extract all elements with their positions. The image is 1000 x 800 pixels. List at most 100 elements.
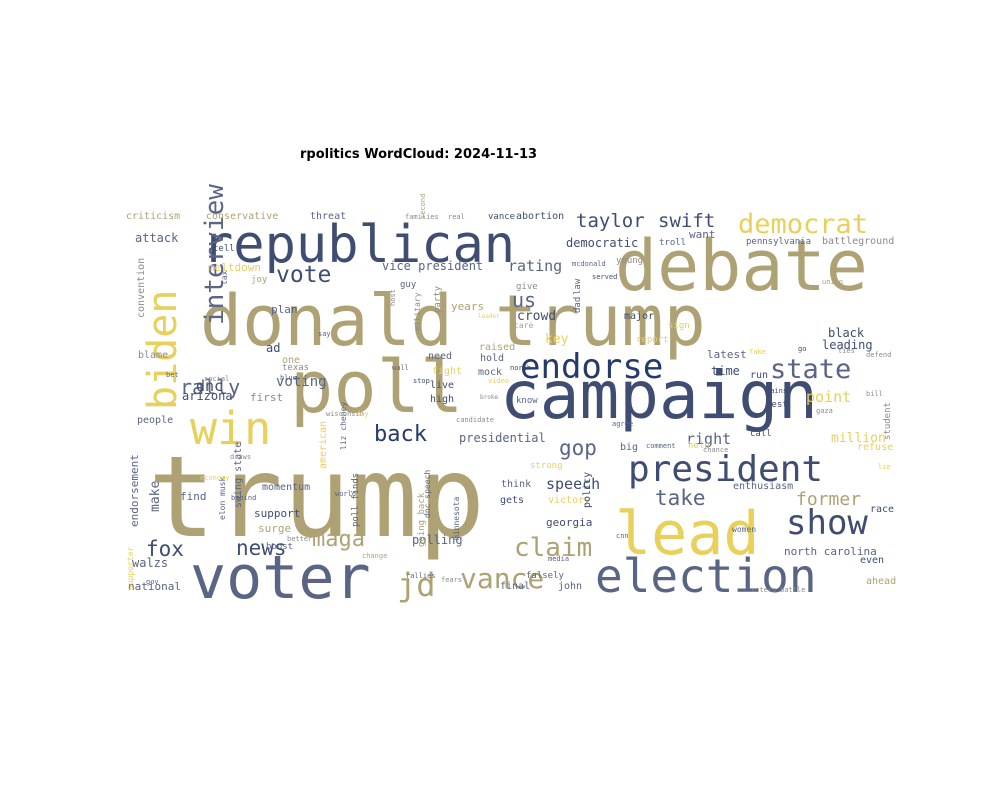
word-second: second — [419, 194, 427, 219]
word-world: world — [335, 490, 356, 498]
word-strong: strong — [530, 461, 563, 471]
word-find: find — [180, 490, 207, 503]
word-tax: tax — [220, 270, 229, 285]
word-go: go — [798, 345, 806, 353]
word-mock: mock — [478, 367, 502, 378]
word-sign: sign — [668, 321, 690, 331]
word-big: big — [620, 442, 638, 453]
word-agree: agree — [612, 420, 633, 428]
word-ties: ties — [838, 347, 855, 355]
word-trump: trump — [148, 433, 485, 563]
word-win: win — [190, 402, 271, 455]
word-final: final — [500, 581, 530, 592]
word-first: first — [250, 391, 283, 404]
word-debate: debate — [615, 225, 868, 307]
word-poll-finds: poll finds — [351, 473, 361, 527]
word-day: day — [356, 410, 369, 418]
word-video: video — [488, 377, 509, 385]
word-convention: convention — [136, 258, 147, 318]
word-campaign: campaign — [500, 357, 818, 434]
word-real: real — [448, 213, 465, 221]
word-party: party — [433, 285, 443, 313]
word-right: right — [686, 430, 731, 448]
word-state: state — [770, 354, 851, 385]
word-social: social — [204, 375, 229, 383]
word-taylor: taylor — [576, 210, 645, 232]
word-behind: behind — [231, 494, 256, 502]
word-policy: policy — [582, 472, 593, 508]
word-jd: jd — [397, 566, 436, 604]
word-georgia: georgia — [546, 516, 592, 529]
word-take: take — [655, 486, 706, 510]
word-leader: leader — [478, 313, 500, 320]
word-vice-president: vice president — [382, 259, 483, 273]
word-gop: gop — [559, 436, 597, 460]
word-help: help — [688, 441, 710, 451]
word-point: point — [806, 388, 851, 406]
word-candidate: candidate — [456, 416, 494, 424]
word-high: high — [430, 394, 454, 405]
word-going-back: going back — [417, 492, 427, 547]
word-democrat: democrat — [738, 209, 868, 240]
word-american: american — [318, 421, 329, 469]
word-economy: economy — [200, 474, 230, 482]
word-better: better — [287, 535, 312, 543]
word-call: call — [750, 429, 772, 439]
word-run: run — [750, 370, 768, 381]
word-give: give — [516, 282, 538, 292]
word-threat: threat — [310, 211, 346, 222]
word-served: served — [592, 273, 617, 281]
word-rally: rally — [180, 375, 240, 399]
word-think: think — [501, 479, 531, 490]
word-law: law — [573, 278, 583, 295]
word-falsely: falsely — [526, 571, 565, 581]
word-chance: chance — [703, 446, 728, 454]
word-young: young — [616, 256, 643, 266]
word-media: media — [548, 555, 569, 563]
word-momentum: momentum — [262, 482, 310, 493]
word-make: make — [148, 481, 163, 512]
chart-title: rpolitics WordCloud: 2024-11-13 — [300, 147, 538, 162]
word-one: one — [282, 355, 300, 366]
word-fight: fight — [432, 366, 462, 377]
word-blame: blame — [138, 350, 168, 361]
word-show: show — [786, 503, 868, 543]
word-wisconsin: wisconsin — [326, 410, 364, 418]
word-know: know — [516, 396, 538, 406]
word-interview: interview — [200, 184, 230, 325]
word-report: report — [636, 335, 669, 345]
word-refuse: refuse — [857, 442, 893, 453]
word-tell: tell — [213, 244, 235, 254]
word-claim: claim — [514, 533, 592, 563]
word-comment: comment — [646, 442, 676, 450]
word-host: host — [389, 289, 397, 306]
word-draws: draws — [230, 453, 251, 461]
word-walzs: walzs — [132, 556, 168, 570]
word-north-carolina: north carolina — [784, 545, 877, 558]
word-vote: vote — [276, 262, 331, 288]
word-bill: bill — [866, 390, 883, 398]
word-presidential: presidential — [459, 431, 546, 445]
word-black: black — [828, 326, 865, 340]
word-endorsement: endorsement — [128, 454, 141, 527]
word-best: best — [766, 400, 788, 410]
word-raised: raised — [479, 342, 515, 353]
word-election: election — [595, 549, 817, 603]
word-plan: plan — [271, 303, 298, 316]
word-hold: hold — [480, 353, 504, 364]
word-rallies: rallies — [406, 572, 436, 580]
word-crowd: crowd — [517, 309, 556, 324]
word-fake: fake — [749, 348, 766, 356]
word-guy: guy — [400, 280, 417, 290]
word-donald-trump: donald trump — [200, 280, 706, 362]
word-republican: republican — [202, 215, 515, 275]
word-major: major — [624, 311, 654, 322]
word-care: care — [514, 321, 533, 330]
word-joy: joy — [251, 275, 268, 285]
word-news: news — [236, 536, 287, 560]
word-live: live — [430, 380, 454, 391]
word-dad: dad — [573, 297, 583, 313]
word-union: union — [822, 278, 843, 286]
word-people: people — [137, 415, 173, 426]
word-blue: blue — [280, 374, 297, 382]
